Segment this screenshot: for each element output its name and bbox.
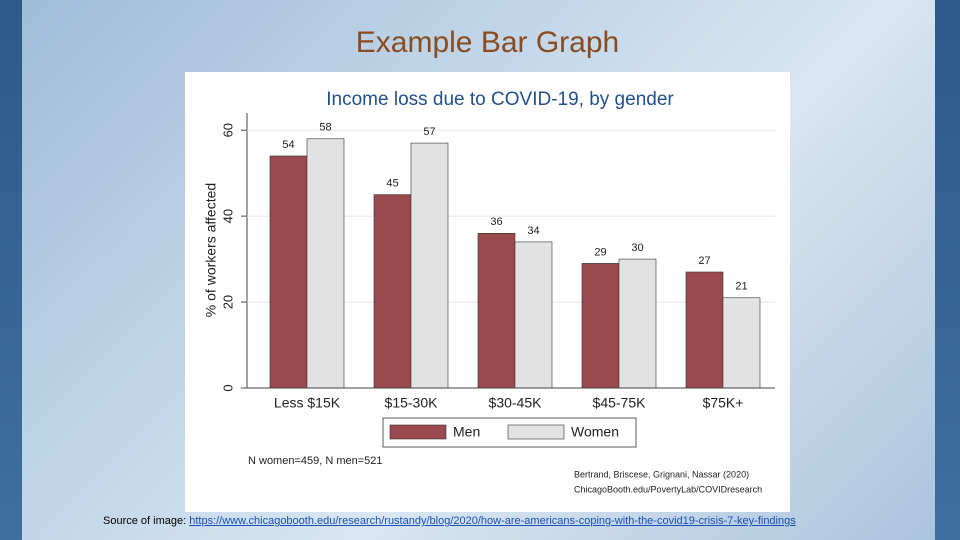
chart: Income loss due to COVID-19, by gender %… [185, 72, 790, 512]
value-label: 30 [631, 242, 643, 254]
slide-title: Example Bar Graph [355, 26, 620, 59]
bar [410, 142, 449, 389]
value-label: 54 [282, 139, 294, 151]
side-strip [0, 0, 22, 540]
value-label: 29 [594, 246, 606, 258]
value-label: 21 [735, 281, 747, 293]
bar [306, 138, 345, 389]
y-tick-label: 40 [220, 209, 235, 223]
bar [514, 241, 553, 389]
bar [269, 155, 308, 389]
y-tick-label: 20 [220, 295, 235, 309]
value-label: 34 [527, 225, 539, 237]
legend-swatch [389, 424, 447, 440]
y-axis-label: % of workers affected [203, 183, 219, 317]
x-tick-label: Less $15K [274, 395, 341, 411]
x-tick-label: $45-75K [593, 395, 647, 411]
note: N women=459, N men=521 [248, 455, 383, 467]
legend-label: Women [571, 424, 619, 440]
bar [722, 297, 761, 389]
credit: ChicagoBooth.edu/PovertyLab/COVIDresearc… [574, 484, 762, 494]
x-tick-label: $30-45K [489, 395, 543, 411]
y-tick-label: 0 [220, 384, 235, 391]
legend-label: Men [453, 424, 480, 440]
source-prefix: Source of image: [103, 515, 187, 527]
value-label: 45 [386, 178, 398, 190]
legend-swatch [507, 424, 565, 440]
value-label: 58 [319, 122, 331, 134]
bar [581, 263, 620, 389]
bar [373, 194, 412, 389]
bar [477, 233, 516, 389]
y-tick-label: 60 [220, 123, 235, 137]
source-link[interactable]: https://www.chicagobooth.edu/research/ru… [189, 515, 796, 527]
x-tick-label: $15-30K [385, 395, 439, 411]
value-label: 36 [490, 216, 502, 228]
x-tick-label: $75K+ [703, 395, 744, 411]
credit: Bertrand, Briscese, Grignani, Nassar (20… [574, 469, 749, 479]
value-label: 57 [423, 126, 435, 138]
value-label: 27 [698, 255, 710, 267]
bar [685, 271, 724, 389]
side-strip [935, 0, 960, 540]
bar [618, 258, 657, 389]
chart-title: Income loss due to COVID-19, by gender [326, 89, 674, 110]
source: Source of image: https://www.chicagoboot… [103, 515, 796, 527]
